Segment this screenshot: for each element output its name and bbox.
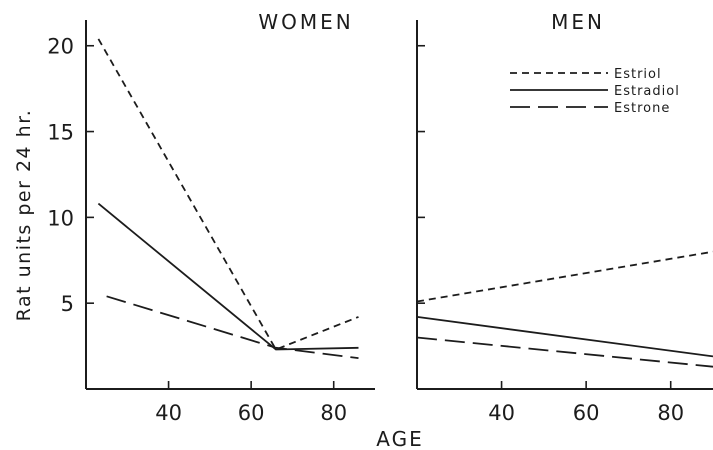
men-panel: 40 60 80 MEN Estriol Estradiol Estrone — [416, 10, 713, 425]
men-x-tick-label: 80 — [657, 401, 684, 425]
women-axes — [85, 20, 375, 390]
women-y-tick-label: 5 — [61, 292, 74, 316]
men-panel-title: MEN — [551, 10, 605, 34]
men-axes — [416, 20, 713, 390]
men-series-estriol-line — [416, 250, 713, 303]
women-panel: 5 10 15 20 40 60 80 WOMEN — [47, 10, 375, 425]
women-y-tick-label: 15 — [47, 121, 74, 145]
women-x-tick-label: 40 — [155, 401, 182, 425]
women-y-ticks: 5 10 15 20 — [47, 35, 94, 316]
women-series-estriol-line — [97, 38, 359, 351]
y-axis-label: Rat units per 24 hr. — [13, 109, 35, 322]
women-series-estradiol-line — [97, 202, 359, 351]
men-x-ticks: 40 60 80 — [488, 381, 684, 425]
women-y-tick-label: 20 — [47, 35, 74, 59]
men-x-tick-label: 40 — [488, 401, 515, 425]
women-x-tick-label: 60 — [238, 401, 265, 425]
women-x-ticks: 40 60 80 — [155, 381, 347, 425]
legend: Estriol Estradiol Estrone — [510, 67, 680, 116]
legend-label-estradiol: Estradiol — [614, 84, 680, 99]
men-series-estrone-line — [416, 336, 713, 368]
men-x-tick-label: 60 — [573, 401, 600, 425]
x-axis-label: AGE — [376, 427, 423, 450]
men-series-estradiol-line — [416, 316, 713, 358]
legend-label-estriol: Estriol — [614, 67, 662, 82]
women-x-tick-label: 80 — [320, 401, 347, 425]
women-series-estrone-line — [106, 295, 359, 359]
men-y-ticks — [417, 44, 425, 304]
women-y-tick-label: 10 — [47, 206, 74, 230]
men-series — [416, 250, 713, 368]
legend-label-estrone: Estrone — [614, 101, 670, 116]
women-series — [97, 38, 359, 359]
women-panel-title: WOMEN — [258, 10, 353, 34]
